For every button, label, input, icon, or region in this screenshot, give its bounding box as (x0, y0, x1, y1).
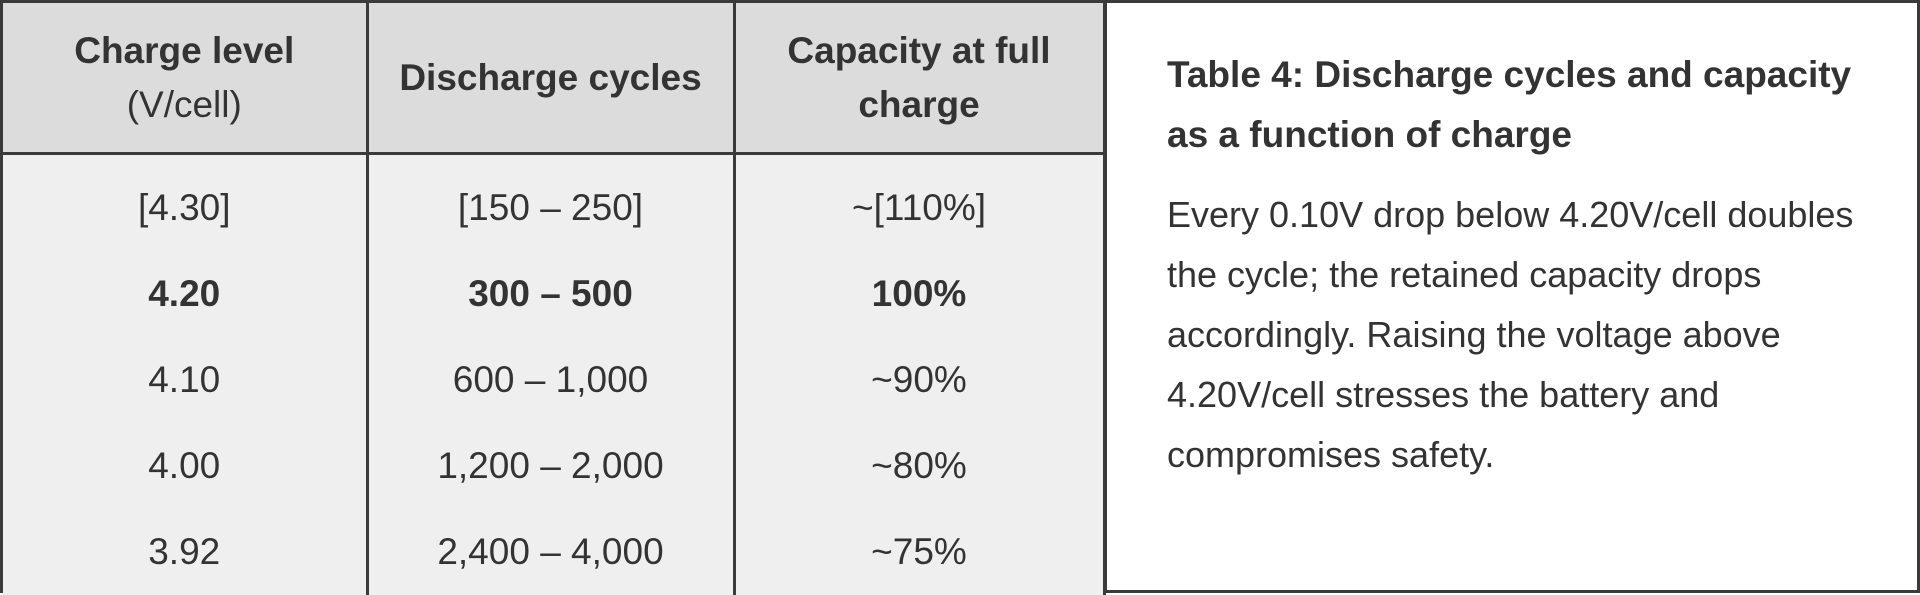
cell-capacity: ~80% (734, 423, 1106, 509)
cell-discharge-cycles: [150 – 250] (367, 153, 736, 251)
table-row: 4.20 300 – 500 100% (3, 251, 1106, 337)
cell-capacity: ~90% (734, 337, 1106, 423)
table-row: 4.10 600 – 1,000 ~90% (3, 337, 1106, 423)
cell-charge-level: [4.30] (3, 153, 369, 251)
cell-discharge-cycles: 1,200 – 2,000 (367, 423, 736, 509)
column-header-label: Capacity at full charge (787, 29, 1051, 125)
column-header-label: Charge level (74, 29, 295, 71)
column-header-charge-level: Charge level (V/cell) (3, 3, 369, 155)
data-table: Charge level (V/cell) Discharge cycles C… (3, 3, 1106, 595)
cell-charge-level: 4.20 (3, 251, 369, 337)
cell-discharge-cycles: 2,400 – 4,000 (367, 509, 736, 595)
cell-charge-level: 4.00 (3, 423, 369, 509)
cell-capacity: 100% (734, 251, 1106, 337)
caption-title: Table 4: Discharge cycles and capacity a… (1167, 45, 1897, 165)
column-header-unit: (V/cell) (126, 83, 242, 125)
table-row: [4.30] [150 – 250] ~[110%] (3, 153, 1106, 251)
table-row: 4.00 1,200 – 2,000 ~80% (3, 423, 1106, 509)
table-row: 3.92 2,400 – 4,000 ~75% (3, 509, 1106, 595)
caption-title-line: as a function of charge (1167, 114, 1573, 155)
cell-capacity: ~[110%] (734, 153, 1106, 251)
cell-discharge-cycles: 300 – 500 (367, 251, 736, 337)
cell-charge-level: 4.10 (3, 337, 369, 423)
caption-title-line: Table 4: Discharge cycles and capacity (1167, 54, 1852, 95)
caption-body: Every 0.10V drop below 4.20V/cell double… (1167, 194, 1854, 475)
column-header-label: Discharge cycles (399, 56, 702, 98)
column-header-capacity: Capacity at full charge (734, 3, 1106, 155)
header-row: Charge level (V/cell) Discharge cycles C… (3, 3, 1106, 155)
cell-discharge-cycles: 600 – 1,000 (367, 337, 736, 423)
cell-capacity: ~75% (734, 509, 1106, 595)
table-caption: Table 4: Discharge cycles and capacity a… (1104, 3, 1917, 590)
column-header-discharge-cycles: Discharge cycles (367, 3, 736, 155)
cell-charge-level: 3.92 (3, 509, 369, 595)
